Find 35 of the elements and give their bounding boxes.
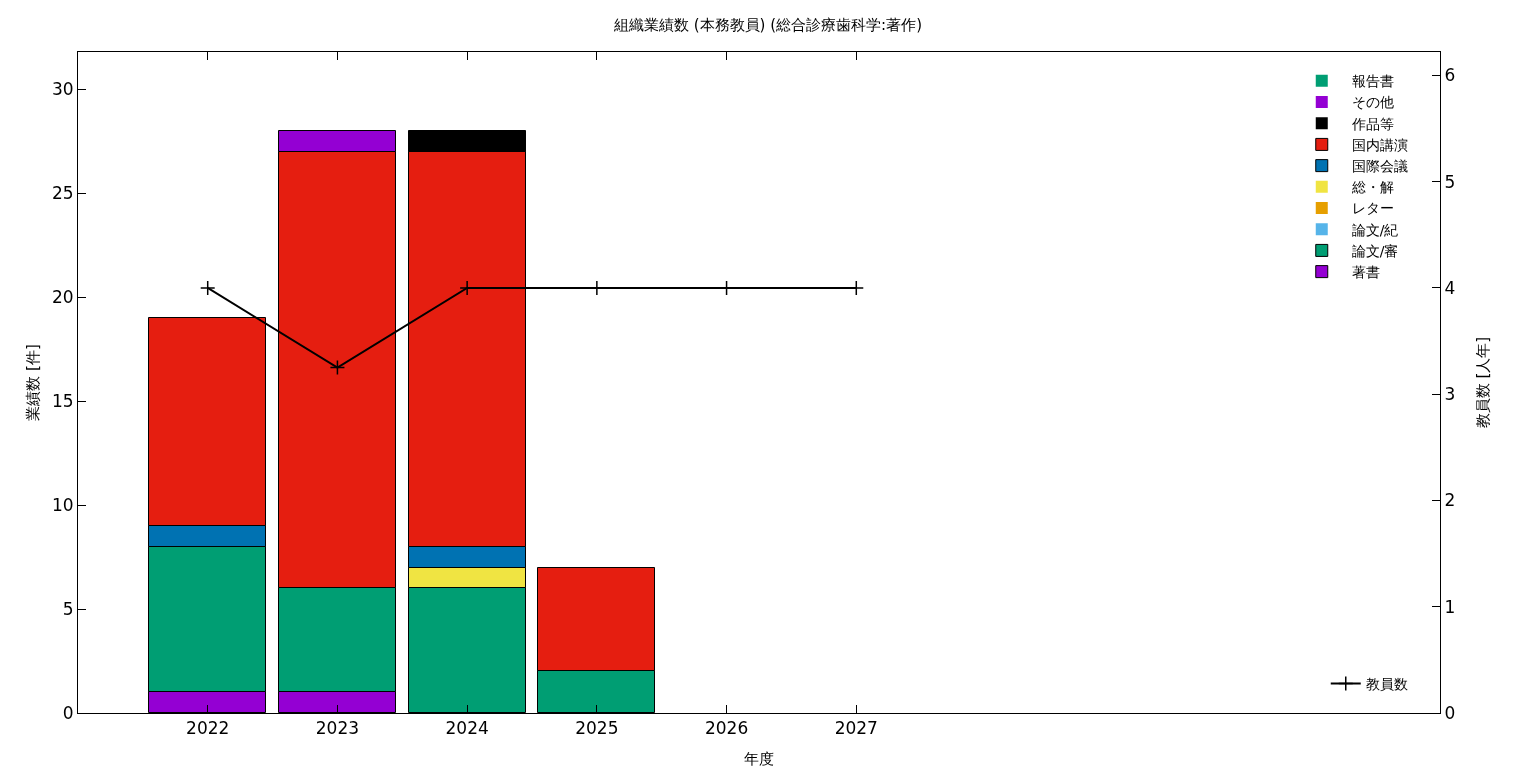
legend-label: 論文/紀 [1351,221,1399,238]
x-tick-label: 2022 [186,718,230,739]
y2-tick-label: 3 [1444,384,1456,405]
legend-label: 報告書 [1351,73,1394,90]
y2-tick-label: 6 [1444,65,1456,86]
x-tick-label: 2025 [575,718,619,739]
legend-label: 国内講演 [1351,136,1408,153]
y2-tick-label: 5 [1444,171,1456,192]
legend-label: レター [1351,200,1394,217]
y-tick-label: 20 [51,287,74,308]
y2-tick-label: 0 [1444,702,1456,723]
y-tick-label: 15 [51,391,74,412]
x-axis-title: 年度 [744,750,774,768]
legend-label: 教員数 [1365,675,1408,692]
y2-axis-title: 教員数 [人年] [1473,336,1492,429]
y2-tick-label: 4 [1444,277,1456,298]
y2-tick-label: 1 [1444,596,1456,617]
legend-label: その他 [1351,94,1394,111]
y-axis-title: 業績数 [件] [24,344,42,421]
chart-title: 組織業績数 (本務教員) (総合診療歯科学:著作) [613,15,922,34]
legend-label: 論文/審 [1351,242,1399,259]
y-tick-label: 0 [62,702,74,723]
legend-label: 著書 [1351,264,1380,281]
x-tick-label: 2024 [445,718,489,739]
legend-label: 国際会議 [1351,158,1408,175]
x-tick-label: 2023 [315,718,360,739]
y-tick-label: 25 [51,183,74,204]
y-tick-label: 5 [62,599,74,620]
y-tick-label: 10 [51,495,74,516]
y2-tick-label: 2 [1444,490,1456,511]
y-tick-label: 30 [51,79,74,100]
x-tick-label: 2027 [834,718,878,739]
legend-label: 総・解 [1350,179,1394,196]
legend-label: 作品等 [1350,115,1394,132]
x-tick-label: 2026 [704,718,749,739]
